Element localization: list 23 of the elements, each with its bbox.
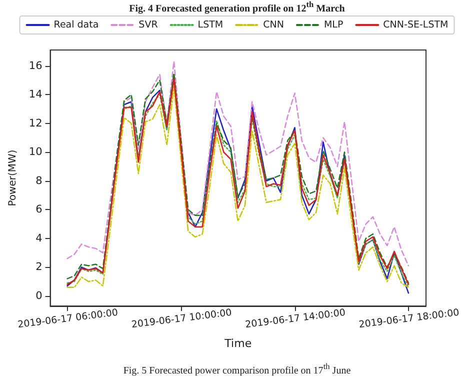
y-tick-label: 12 <box>28 117 42 130</box>
x-tick-label: 2019-06-17 14:00:00 <box>244 307 346 331</box>
caption: Fig. 4 Forecasted generation profile on 12$^{th}$ March <box>128 0 346 14</box>
legend-label: CNN-SE-LSTM <box>383 20 448 30</box>
y-tick-label: 6 <box>36 204 43 216</box>
caption: Fig. 5 Forecasted power comparison profile on 17$^{th}$ June <box>122 362 352 376</box>
y-tick-label: 10 <box>28 146 42 158</box>
y-tick-label: 2 <box>36 261 42 274</box>
legend-label: Real data <box>54 20 99 30</box>
legend-label: LSTM <box>198 20 224 30</box>
x-tick-label: 2019-06-17 18:00:00 <box>358 307 460 331</box>
y-tick-label: 0 <box>36 290 42 302</box>
x-tick-label: 2019-06-17 10:00:00 <box>130 307 232 331</box>
y-tick-label: 16 <box>28 60 43 72</box>
y-tick-label: 14 <box>28 88 43 101</box>
x-axis-title: Time <box>224 337 252 350</box>
y-tick-label: 8 <box>36 174 42 187</box>
y-axis-title: Power(MW) <box>8 150 18 206</box>
legend-label: CNN <box>263 20 284 30</box>
legend-label: MLP <box>324 20 344 30</box>
y-tick-label: 4 <box>36 232 43 244</box>
legend-label: SVR <box>138 20 158 30</box>
x-tick-label: 2019-06-17 06:00:00 <box>17 307 119 331</box>
